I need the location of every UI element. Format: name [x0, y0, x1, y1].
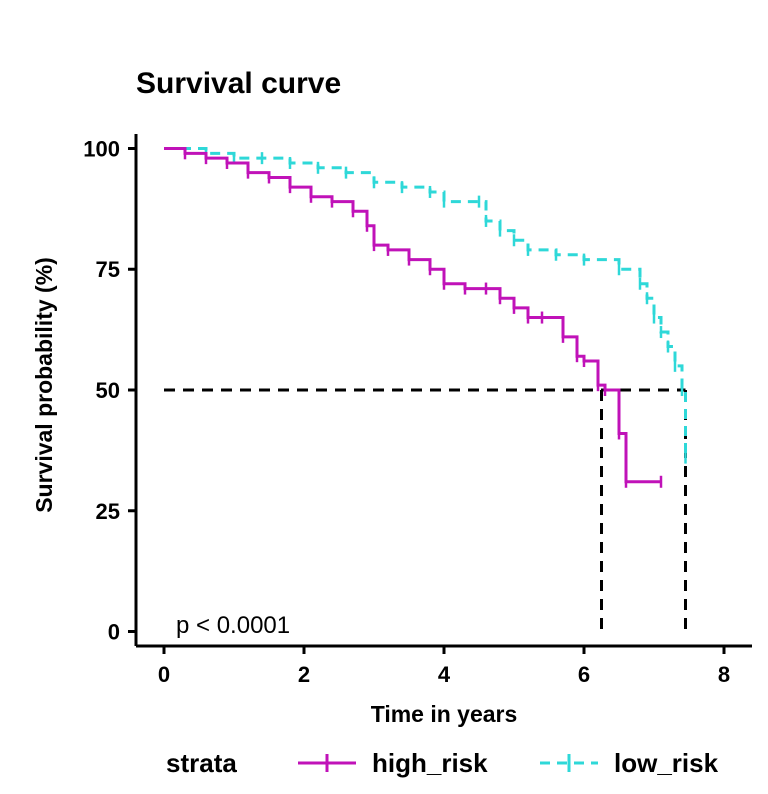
chart-title: Survival curve: [136, 67, 341, 100]
legend-title: strata: [166, 748, 237, 778]
p-value-annotation: p < 0.0001: [176, 612, 290, 639]
x-tick-label: 0: [158, 662, 170, 687]
legend-key-low-risk: [540, 754, 598, 772]
y-tick-label: 75: [96, 257, 120, 282]
y-tick-label: 50: [96, 378, 120, 403]
y-axis-title: Survival probability (%): [31, 257, 57, 513]
y-tick-label: 0: [108, 620, 120, 645]
legend-key-high-risk: [298, 754, 356, 772]
legend-label-low-risk: low_risk: [614, 748, 719, 778]
plot-area: [164, 146, 687, 632]
x-axis-title: Time in years: [371, 701, 518, 727]
x-ticks: 0 2 4 6 8: [158, 646, 730, 687]
x-tick-label: 6: [578, 662, 590, 687]
series-line-high-risk: [164, 146, 661, 484]
y-tick-label: 25: [96, 499, 120, 524]
x-tick-label: 2: [298, 662, 310, 687]
legend-label-high-risk: high_risk: [372, 748, 488, 778]
y-tick-label: 100: [83, 136, 120, 161]
legend: strata high_risk low_risk: [166, 748, 719, 778]
x-tick-label: 8: [718, 662, 730, 687]
y-ticks: 0 25 50 75 100: [83, 136, 136, 645]
series-line-low-risk: [164, 146, 687, 458]
x-tick-label: 4: [438, 662, 451, 687]
